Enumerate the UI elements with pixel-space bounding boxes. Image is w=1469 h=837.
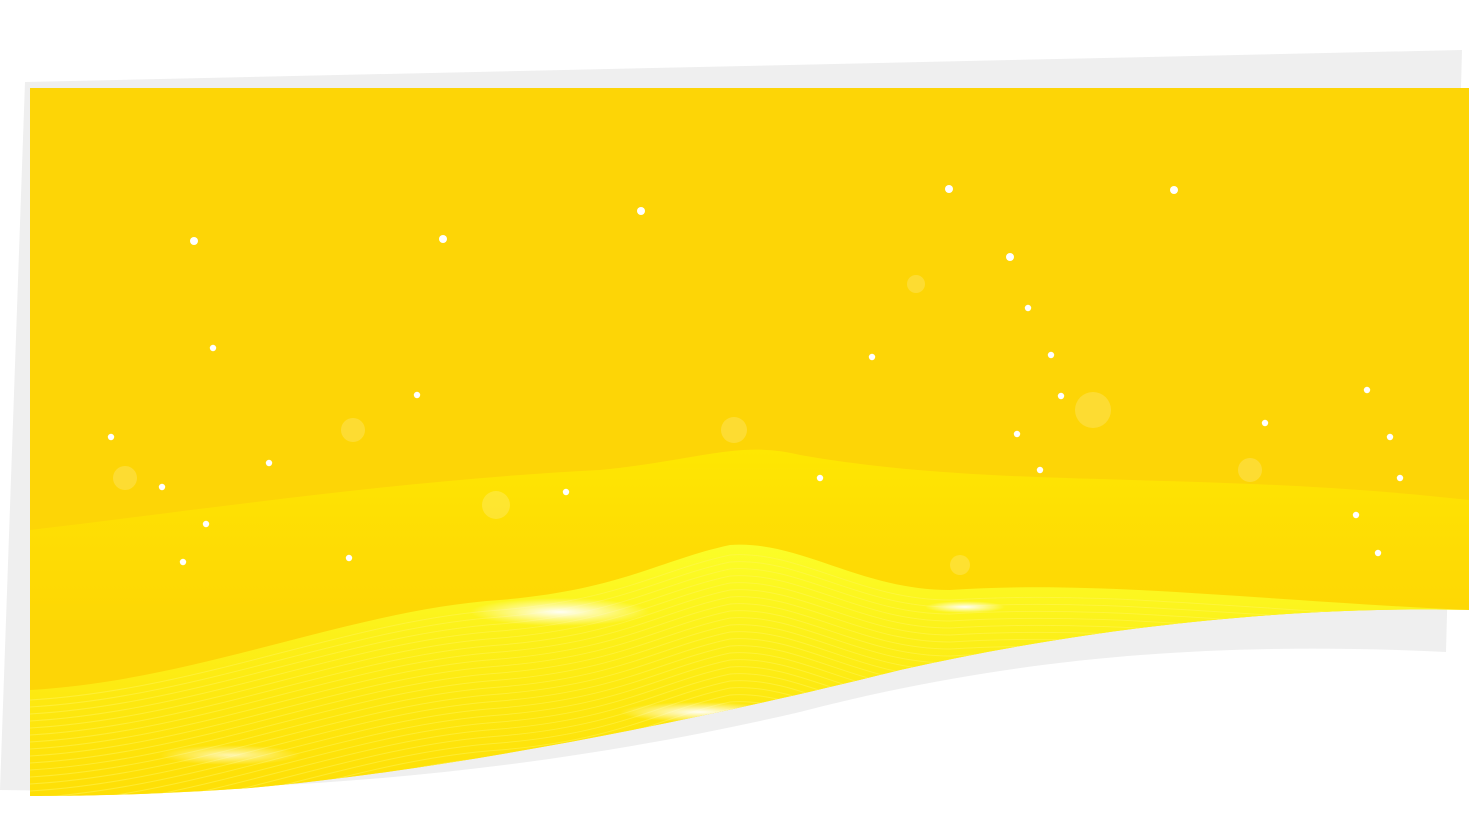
stem-dot: [1036, 466, 1044, 474]
contour: [30, 561, 1469, 708]
stem-dot: [179, 558, 187, 566]
glow: [470, 598, 650, 626]
stem-dot: [209, 344, 217, 352]
bokeh: [113, 466, 137, 490]
contour: [30, 554, 1469, 701]
contour: [30, 575, 1469, 722]
bokeh: [1075, 392, 1111, 428]
wave-back: [30, 449, 1469, 620]
stem-dot: [1057, 392, 1065, 400]
stem-dot: [190, 237, 198, 245]
stem-dot: [868, 353, 876, 361]
stem-dot: [1261, 419, 1269, 427]
stem-dot: [345, 554, 353, 562]
stem-dot: [1024, 304, 1032, 312]
stem-dot: [945, 185, 953, 193]
glow: [160, 745, 300, 765]
stem-dot: [1352, 511, 1360, 519]
stem-dot: [1170, 186, 1178, 194]
stem-dot: [637, 207, 645, 215]
stem-dot: [439, 235, 447, 243]
stem-dot: [1006, 253, 1014, 261]
stem-dot: [265, 459, 273, 467]
stem-dot: [158, 483, 166, 491]
stem-dot: [413, 391, 421, 399]
stem-dot: [1047, 351, 1055, 359]
bokeh: [482, 491, 510, 519]
stem-dot: [1363, 386, 1371, 394]
stem-dot: [816, 474, 824, 482]
bokeh: [341, 418, 365, 442]
bokeh: [907, 275, 925, 293]
stem-dot: [1396, 474, 1404, 482]
bokeh: [1238, 458, 1262, 482]
light-stems: [107, 185, 1404, 760]
contour: [30, 568, 1469, 715]
stem-dot: [1013, 430, 1021, 438]
bokeh: [950, 555, 970, 575]
stem-dot: [562, 488, 570, 496]
glow: [925, 601, 1005, 613]
stem-dot: [202, 520, 210, 528]
stem-dot: [1386, 433, 1394, 441]
stem-dot: [107, 433, 115, 441]
bokeh: [721, 417, 747, 443]
stem-dot: [1374, 549, 1382, 557]
